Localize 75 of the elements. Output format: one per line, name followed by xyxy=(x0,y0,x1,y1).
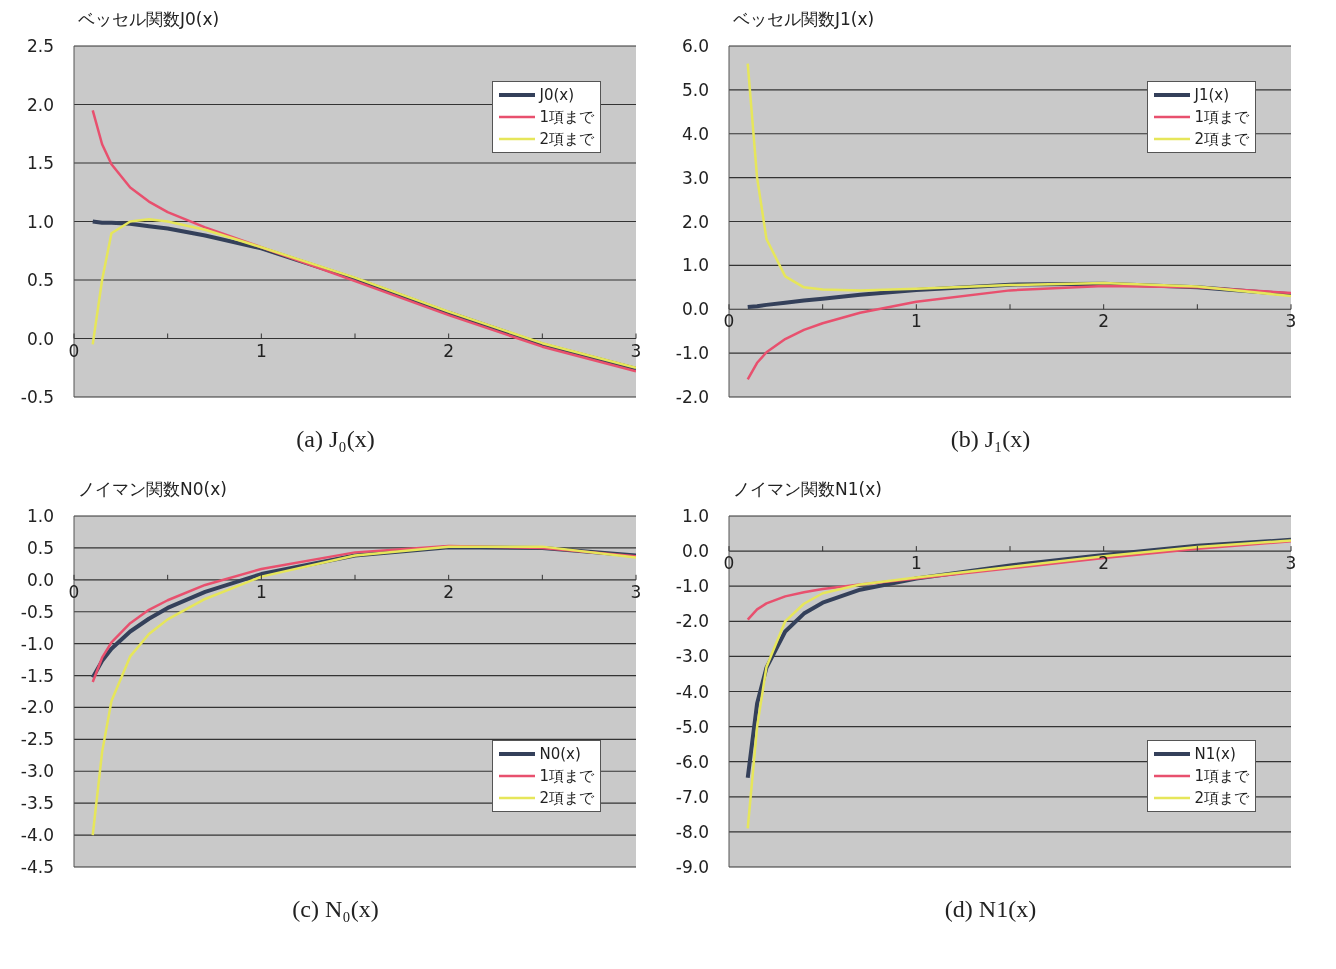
y-tick-label: -2.0 xyxy=(20,697,54,718)
y-tick-label: -3.0 xyxy=(675,646,709,667)
y-tick-label: 4.0 xyxy=(681,123,709,144)
legend-label: J1(x) xyxy=(1194,85,1230,106)
x-tick-label: 2 xyxy=(1098,553,1110,574)
y-tick-label: 6.0 xyxy=(681,36,709,57)
y-tick-label: -8.0 xyxy=(675,821,709,842)
y-tick-label: 5.0 xyxy=(681,79,709,100)
y-tick-label: 1.0 xyxy=(26,506,54,527)
y-tick-label: 1.0 xyxy=(681,506,709,527)
y-tick-label: -1.0 xyxy=(20,633,54,654)
x-tick-label: 0 xyxy=(723,311,735,332)
y-tick-label: -7.0 xyxy=(675,786,709,807)
x-tick-label: 0 xyxy=(723,553,735,574)
y-tick-label: 1.5 xyxy=(26,153,54,174)
chart-title: ベッセル関数J1(x) xyxy=(732,8,876,31)
legend-label: N0(x) xyxy=(539,744,581,765)
chart-title: ベッセル関数J0(x) xyxy=(77,8,221,31)
legend-label: 2項まで xyxy=(539,788,594,809)
x-tick-label: 0 xyxy=(68,581,80,602)
y-tick-label: 2.0 xyxy=(681,211,709,232)
y-tick-label: -9.0 xyxy=(675,857,709,878)
y-tick-label: 1.0 xyxy=(26,211,54,232)
x-tick-label: 2 xyxy=(443,581,455,602)
x-tick-label: 1 xyxy=(910,311,922,332)
y-tick-label: -2.0 xyxy=(675,387,709,408)
y-tick-label: 1.0 xyxy=(681,255,709,276)
legend-label: 1項まで xyxy=(1194,766,1249,787)
text: (a) J₀(x) xyxy=(295,426,376,453)
legend-label: 2項まで xyxy=(1194,788,1249,809)
x-tick-label: 2 xyxy=(443,340,455,361)
x-tick-label: 1 xyxy=(255,340,267,361)
chart-title: ノイマン関数N1(x) xyxy=(732,478,883,501)
x-tick-label: 3 xyxy=(1285,553,1297,574)
y-tick-label: -4.0 xyxy=(20,825,54,846)
y-tick-label: -0.5 xyxy=(20,601,54,622)
x-tick-label: 3 xyxy=(1285,311,1297,332)
text: (b) J₁(x) xyxy=(949,426,1032,453)
y-tick-label: 0.0 xyxy=(26,569,54,590)
x-tick-label: 1 xyxy=(255,581,267,602)
y-tick-label: 0.0 xyxy=(26,328,54,349)
legend-label: 1項まで xyxy=(539,766,594,787)
legend-label: 2項まで xyxy=(539,129,594,150)
x-tick-label: 3 xyxy=(630,340,642,361)
x-tick-label: 0 xyxy=(68,340,80,361)
chart-title: ノイマン関数N0(x) xyxy=(77,478,228,501)
y-tick-label: -1.0 xyxy=(675,343,709,364)
y-tick-label: 0.5 xyxy=(26,537,54,558)
y-tick-label: 0.0 xyxy=(681,299,709,320)
x-tick-label: 2 xyxy=(1098,311,1110,332)
y-tick-label: 2.5 xyxy=(26,36,54,57)
y-tick-label: 0.0 xyxy=(681,541,709,562)
legend-label: N1(x) xyxy=(1194,744,1236,765)
legend-label: J0(x) xyxy=(539,85,575,106)
y-tick-label: 0.5 xyxy=(26,270,54,291)
y-tick-label: -6.0 xyxy=(675,751,709,772)
text: (c) N₀(x) xyxy=(291,896,380,923)
y-tick-label: 3.0 xyxy=(681,167,709,188)
y-tick-label: -1.5 xyxy=(20,665,54,686)
y-tick-label: -4.0 xyxy=(675,681,709,702)
y-tick-label: -2.5 xyxy=(20,729,54,750)
y-tick-label: -3.0 xyxy=(20,761,54,782)
y-tick-label: -3.5 xyxy=(20,793,54,814)
y-tick-label: -5.0 xyxy=(675,716,709,737)
y-tick-label: -1.0 xyxy=(675,576,709,597)
legend-label: 1項まで xyxy=(539,107,594,128)
legend-label: 1項まで xyxy=(1194,107,1249,128)
y-tick-label: 2.0 xyxy=(26,94,54,115)
y-tick-label: -0.5 xyxy=(20,387,54,408)
x-tick-label: 3 xyxy=(630,581,642,602)
legend-label: 2項まで xyxy=(1194,129,1249,150)
y-tick-label: -4.5 xyxy=(20,857,54,878)
x-tick-label: 1 xyxy=(910,553,922,574)
y-tick-label: -2.0 xyxy=(675,611,709,632)
text: (d) N1(x) xyxy=(943,896,1038,923)
